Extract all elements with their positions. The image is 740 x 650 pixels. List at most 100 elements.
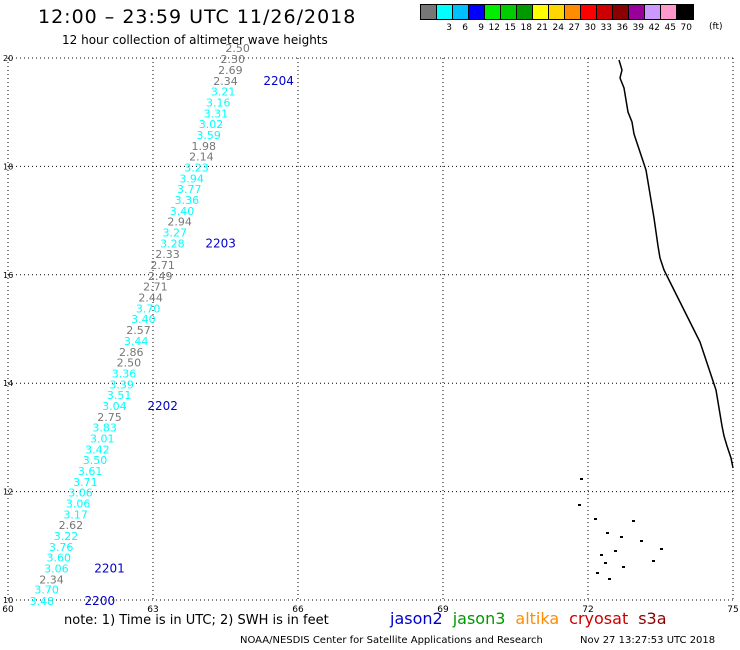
chart-subtitle: 12 hour collection of altimeter wave hei…	[62, 33, 328, 47]
legend-label: 9	[478, 23, 484, 33]
legend-swatch	[613, 5, 629, 19]
swh-value-label: 3.44	[124, 335, 149, 348]
swh-value-label: 3.40	[170, 205, 195, 218]
legend-swatch	[421, 5, 437, 19]
island-mark	[614, 550, 617, 552]
legend-swatch	[645, 5, 661, 19]
swh-value-label: 2.49	[148, 270, 173, 283]
x-tick-labels: 60 63 66 69 72 75	[2, 605, 738, 615]
x-tick-label: 72	[582, 605, 593, 615]
swh-value-label: 3.04	[102, 400, 127, 413]
swh-value-label: 3.36	[175, 194, 200, 207]
swh-value-label: 3.70	[136, 302, 161, 315]
swh-value-label: 2.69	[218, 64, 243, 77]
y-tick-label: 16	[3, 271, 13, 280]
swh-value-label: 3.27	[163, 227, 188, 240]
legend-label: 24	[552, 23, 564, 33]
swh-value-label: 2.50	[117, 357, 142, 370]
island-mark	[608, 578, 611, 580]
swh-value-label: 3.71	[73, 476, 98, 489]
swh-value-label: 3.42	[85, 443, 110, 456]
swh-value-label: 3.16	[206, 96, 231, 109]
swh-value-label: 2.62	[59, 519, 84, 532]
legend-label: 39	[632, 23, 644, 33]
swh-value-label: 3.02	[199, 118, 224, 131]
island-mark	[652, 560, 655, 562]
swh-value-label: 3.39	[109, 378, 134, 391]
swh-value-label: 2.50	[225, 42, 250, 55]
swh-value-label: 3.60	[47, 552, 72, 565]
swh-value-label: 2.75	[97, 411, 122, 424]
y-tick-labels: 10 12 14 16 18 20	[3, 54, 13, 605]
swh-value-label: 3.06	[68, 487, 93, 500]
swh-value-label: 2.71	[150, 259, 175, 272]
swh-value-label: 2.34	[213, 75, 238, 88]
legend-labels: 3 6 9 12 15 18 21 24 27 30 33 36 39 42 45 70	[420, 23, 694, 33]
swh-value-label: 3.51	[107, 389, 132, 402]
swh-value-label: 2.94	[167, 216, 192, 229]
island-mark	[620, 536, 623, 538]
satellite-name: jason3	[452, 609, 506, 628]
swh-value-label: 3.76	[49, 541, 74, 554]
legend-label: 12	[488, 23, 500, 33]
swh-value-label: 3.06	[44, 563, 69, 576]
legend-label: 36	[616, 23, 628, 33]
swh-value-label: 3.36	[112, 367, 137, 380]
satellite-name: jason2	[390, 609, 443, 628]
swh-value-label: 3.06	[66, 498, 91, 511]
legend-swatch	[549, 5, 565, 19]
swh-value-label: 3.70	[34, 584, 59, 597]
island-mark	[632, 520, 635, 522]
y-tick-label: 14	[3, 379, 13, 388]
swh-value-label: 3.40	[131, 313, 156, 326]
time-label: 2204	[263, 74, 294, 88]
y-tick-label: 10	[3, 596, 13, 605]
legend-swatch	[485, 5, 501, 19]
legend-swatch	[469, 5, 485, 19]
time-label: 2202	[147, 399, 178, 413]
satellite-name: altika	[515, 609, 560, 628]
swh-value-label: 2.86	[119, 346, 144, 359]
island-mark	[604, 562, 607, 564]
island-mark	[596, 572, 599, 574]
time-label: 2200	[85, 594, 116, 608]
legend-swatch	[517, 5, 533, 19]
satellite-name: cryosat	[569, 609, 629, 628]
legend-swatches	[420, 4, 694, 20]
swh-value-label: 2.71	[143, 281, 168, 294]
legend-label: 15	[504, 23, 516, 33]
swh-value-label: 2.14	[189, 151, 214, 164]
island-mark	[600, 554, 603, 556]
chart-title: 12:00 – 23:59 UTC 11/26/2018	[38, 6, 357, 28]
swh-value-label: 3.50	[83, 454, 108, 467]
legend-label: 18	[520, 23, 532, 33]
color-legend: 3 6 9 12 15 18 21 24 27 30 33 36 39 42 45 70 (ft)	[420, 4, 723, 33]
legend-swatch	[629, 5, 645, 19]
swh-value-label: 2.44	[138, 292, 163, 305]
swh-value-label: 2.30	[221, 53, 246, 66]
legend-swatch	[437, 5, 453, 19]
time-label: 2201	[94, 562, 125, 576]
satellite-name: s3a	[638, 609, 667, 628]
legend-label: 45	[664, 23, 676, 33]
legend-label: 21	[536, 23, 548, 33]
swh-value-label: 3.21	[211, 86, 236, 99]
y-tick-label: 12	[3, 488, 13, 497]
legend-swatch	[661, 5, 677, 19]
swh-value-label: 3.28	[160, 237, 185, 250]
legend-label: 30	[584, 23, 596, 33]
swh-value-label: 3.48	[30, 595, 55, 608]
island-mark	[580, 478, 583, 480]
island-mark	[578, 504, 581, 506]
coastline	[578, 59, 734, 580]
legend-label: 3	[446, 23, 452, 33]
legend-label: 27	[568, 23, 580, 33]
legend-label: 42	[648, 23, 660, 33]
y-tick-label: 18	[3, 162, 13, 171]
legend-swatch	[677, 5, 693, 19]
swh-value-label: 3.83	[92, 422, 117, 435]
legend-label: 33	[600, 23, 612, 33]
swh-value-label: 3.31	[204, 107, 229, 120]
island-mark	[622, 566, 625, 568]
